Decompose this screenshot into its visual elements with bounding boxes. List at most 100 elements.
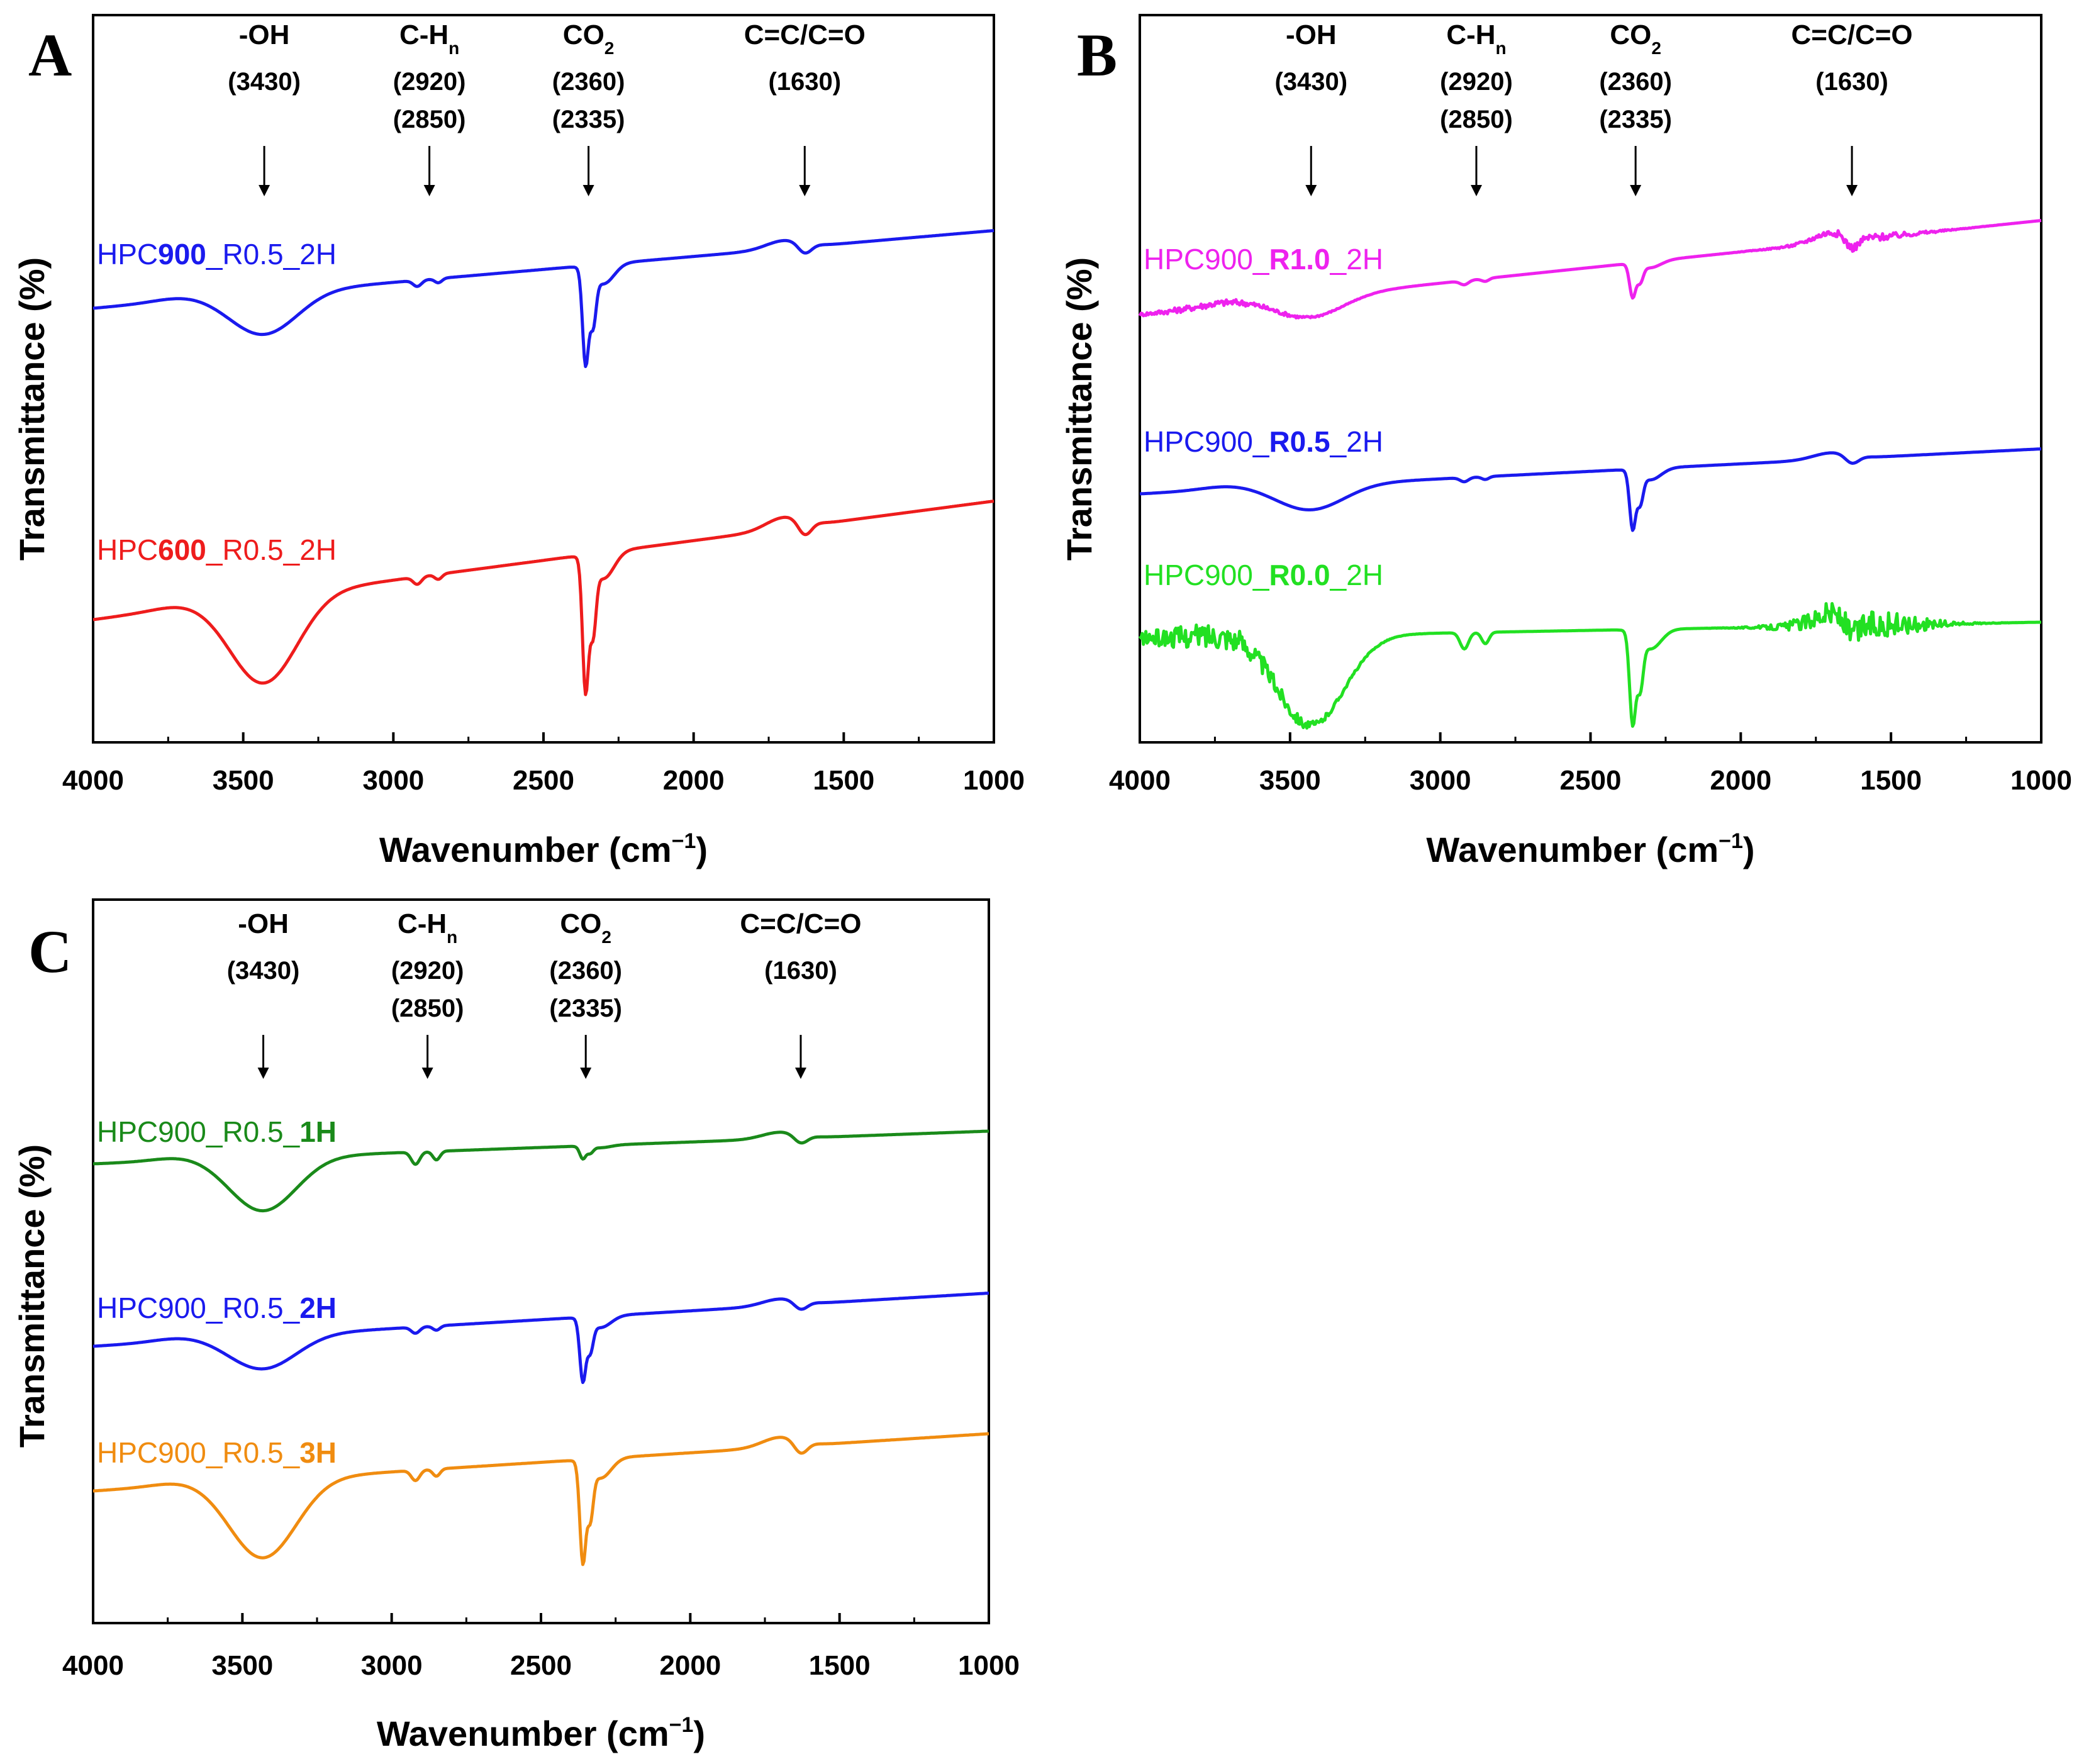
series-label-post: _2H — [1330, 425, 1383, 458]
peak-position: (3430) — [227, 957, 300, 985]
x-tick-label: 3500 — [211, 1650, 273, 1681]
peak-position: (2360) — [552, 68, 625, 96]
x-tick-label: 1000 — [2010, 765, 2072, 796]
x-tick-label: 1500 — [813, 765, 874, 796]
series-label-bold: 3H — [299, 1436, 337, 1469]
peak-name-sub: n — [447, 927, 457, 947]
plot-frame — [92, 14, 995, 744]
peak-position: (2335) — [1599, 106, 1672, 133]
x-axis-label-end: ) — [696, 830, 708, 869]
series-label-bold: 900 — [158, 238, 206, 271]
series-label-pre: HPC900_ — [1144, 425, 1270, 458]
peak-position: (2850) — [391, 995, 464, 1022]
peak-position: (3430) — [228, 68, 301, 96]
series-label-pre: HPC900_ — [1144, 243, 1270, 276]
series-label: HPC900_R0.5_1H — [97, 1115, 337, 1148]
x-tick-label: 4000 — [62, 765, 124, 796]
spectrum-line — [92, 500, 995, 696]
x-tick-label: 3000 — [362, 765, 424, 796]
peak-position: (1630) — [768, 68, 841, 96]
plot-frame — [92, 898, 990, 1624]
peak-name: C-Hn — [398, 908, 457, 947]
panel-letter: C — [28, 918, 72, 985]
series-label-pre: HPC900_R0.5_ — [97, 1436, 301, 1469]
spectrum-line — [1139, 447, 2042, 532]
peak-name-sub: n — [449, 38, 459, 58]
y-axis-label: Transmittance (%) — [12, 1144, 52, 1448]
x-tick-label: 3000 — [1410, 765, 1471, 796]
x-tick-label: 2000 — [1710, 765, 1771, 796]
x-tick-label: 1000 — [958, 1650, 1020, 1681]
x-tick-label: 4000 — [1109, 765, 1171, 796]
series-label-pre: HPC900_ — [1144, 559, 1270, 591]
spectrum-line — [92, 1432, 989, 1566]
peak-arrow-head — [1470, 185, 1482, 196]
x-axis-label-text: Wavenumber (cm — [1426, 830, 1719, 869]
spectrum-line — [1138, 219, 2042, 320]
panel-a: A 4000 3500 3000 2500 2000 1500 1000 Wavenumber … — [12, 14, 1025, 869]
peak-name: C-Hn — [1446, 20, 1506, 58]
x-axis-label-text: Wavenumber (cm — [377, 1714, 669, 1753]
peak-name-text: CO — [563, 20, 605, 50]
series-label: HPC900_R0.5_2H — [97, 238, 337, 271]
peak-position: (2360) — [549, 957, 622, 985]
x-tick-label: 1000 — [963, 765, 1025, 796]
x-tick-label: 3500 — [1259, 765, 1321, 796]
spectrum-line — [92, 1129, 989, 1213]
peak-name-text: C-H — [398, 908, 447, 939]
series-label-post: _R0.5_2H — [206, 238, 337, 271]
peak-position: (1630) — [1815, 68, 1888, 96]
panel-c: C 4000 3500 3000 2500 2000 1500 1000 Wavenumber … — [12, 898, 1020, 1753]
peak-arrow-head — [423, 185, 435, 196]
peak-name: C-Hn — [399, 20, 459, 58]
peak-name-text: CO — [1610, 20, 1651, 50]
peak-name: CO2 — [563, 20, 615, 58]
y-axis-label: Transmittance (%) — [1059, 257, 1099, 561]
peak-name-text: C-H — [1446, 20, 1495, 50]
peak-arrow-head — [794, 1068, 806, 1079]
peak-name-text: CO — [560, 908, 601, 939]
x-tick-label: 2500 — [1560, 765, 1622, 796]
series-label-bold: R0.0 — [1269, 559, 1330, 591]
peak-name-text: C=C/C=O — [744, 20, 866, 50]
x-axis-label-sup: −1 — [1719, 829, 1743, 853]
x-axis-label-end: ) — [1743, 830, 1755, 869]
x-axis-label-sup: −1 — [669, 1713, 694, 1737]
series-label-pre: HPC — [97, 533, 158, 566]
peak-arrow-head — [1305, 185, 1317, 196]
series-label-bold: 2H — [299, 1292, 337, 1324]
peak-position: (2850) — [1440, 106, 1513, 133]
peak-name-text: C=C/C=O — [740, 908, 861, 939]
spectrum-line — [92, 229, 995, 369]
x-tick-label: 3500 — [213, 765, 274, 796]
peak-name: C=C/C=O — [744, 20, 866, 50]
peak-name: -OH — [238, 908, 289, 939]
peak-name-text: C=C/C=O — [1791, 20, 1912, 50]
peak-position: (2920) — [391, 957, 464, 985]
x-tick-label: 2000 — [659, 1650, 721, 1681]
x-tick-label: 2000 — [663, 765, 725, 796]
series-label-post: _2H — [1330, 243, 1383, 276]
peak-position: (2920) — [1440, 68, 1513, 96]
spectrum-line — [1138, 602, 2042, 730]
series-label-post: _2H — [1330, 559, 1383, 591]
peak-arrow-head — [421, 1068, 433, 1079]
x-axis-label-end: ) — [693, 1714, 705, 1753]
peak-name: C=C/C=O — [1791, 20, 1912, 50]
x-axis-label: Wavenumber (cm−1) — [379, 829, 708, 869]
peak-position: (2360) — [1599, 68, 1672, 96]
series-label-pre: HPC900_R0.5_ — [97, 1115, 301, 1148]
peak-name-text: -OH — [238, 908, 289, 939]
peak-name-text: -OH — [239, 20, 290, 50]
peak-arrow-head — [580, 1068, 592, 1079]
peak-name-sub: 2 — [1651, 38, 1661, 58]
x-tick-label: 3000 — [361, 1650, 423, 1681]
peak-name: CO2 — [1610, 20, 1661, 58]
series-label: HPC900_R0.5_3H — [97, 1436, 337, 1469]
peak-name: C=C/C=O — [740, 908, 861, 939]
x-axis-label-sup: −1 — [672, 829, 696, 853]
x-axis-label: Wavenumber (cm−1) — [377, 1713, 705, 1753]
x-tick-label: 2500 — [513, 765, 574, 796]
series-label: HPC600_R0.5_2H — [97, 533, 337, 566]
